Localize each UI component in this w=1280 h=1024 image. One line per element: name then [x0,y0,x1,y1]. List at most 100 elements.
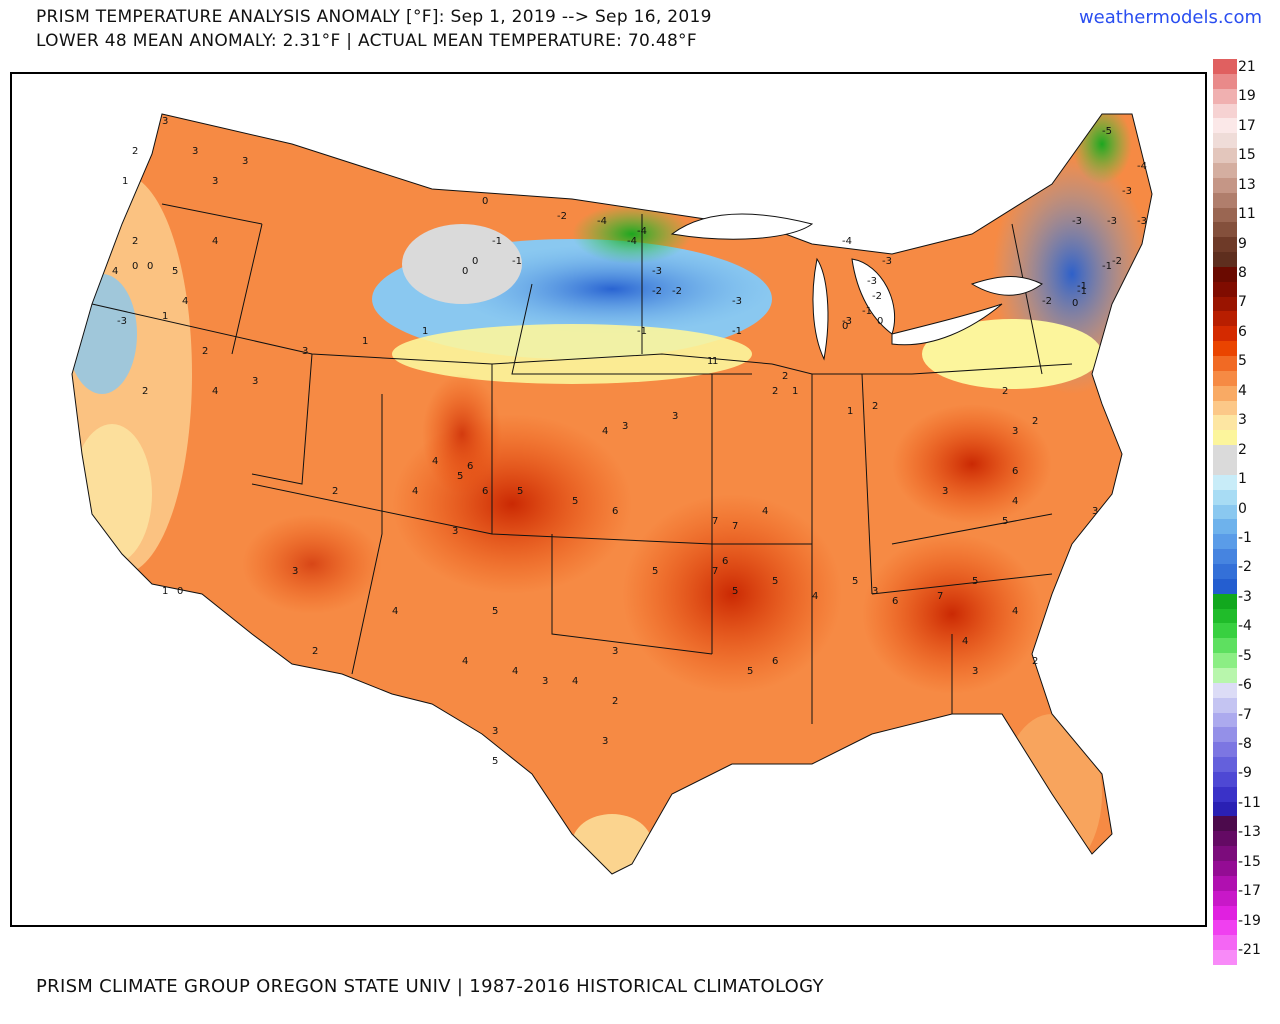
legend-swatch [1213,474,1237,491]
anomaly-value-label: 4 [512,666,518,677]
anomaly-map: 3 2 1 3 3 3 4 5 2 4 4 0 0 1 2 -3 2 1 0 4 3 3 1 1 0 0 -1 -1 0 -2 -4 -4 -2… [10,72,1207,927]
anomaly-value-label: 1 [712,356,718,367]
anomaly-value-label: 2 [142,386,148,397]
anomaly-value-label: 5 [492,756,498,767]
anomaly-value-label: 3 [622,421,628,432]
anomaly-value-label: -2 [1042,296,1052,307]
legend-swatch [1213,831,1237,847]
anomaly-value-label: 6 [892,596,898,607]
anomaly-value-label: 7 [732,521,738,532]
anomaly-value-label: -3 [732,296,742,307]
legend-tick-label: 11 [1238,206,1256,223]
anomaly-value-label: 0 [132,261,138,272]
anomaly-value-label: 3 [612,646,618,657]
legend-swatch [1213,653,1237,669]
anomaly-value-label: 1 [122,176,128,187]
anomaly-value-label: 0 [472,256,478,267]
anomaly-value-label: 1 [422,326,428,337]
legend-swatch [1213,682,1237,699]
legend-swatch [1213,400,1237,416]
anomaly-value-label: 1 [792,386,798,397]
anomaly-value-label: -3 [117,316,127,327]
anomaly-value-label: 2 [612,696,618,707]
legend-tick-label: -15 [1238,853,1261,870]
anomaly-value-label: 3 [212,176,218,187]
legend-swatch [1213,549,1237,565]
anomaly-value-label: 2 [1032,656,1038,667]
anomaly-value-label: 5 [492,606,498,617]
legend-tick-label: 8 [1238,265,1247,282]
legend-swatch [1213,356,1237,372]
anomaly-value-label: 2 [132,146,138,157]
legend-swatch [1213,415,1237,431]
anomaly-value-label: 0 [877,316,883,327]
legend-swatch [1213,593,1237,610]
legend-swatch [1213,148,1237,164]
legend-tick-label: 3 [1238,412,1247,429]
legend-swatch [1213,370,1237,387]
anomaly-value-label: -1 [1077,281,1087,292]
anomaly-value-label: -2 [652,286,662,297]
anomaly-value-label: 3 [672,411,678,422]
anomaly-value-label: 3 [242,156,248,167]
anomaly-value-label: -3 [652,266,662,277]
anomaly-value-label: 3 [542,676,548,687]
anomaly-value-label: 7 [937,591,943,602]
legend-tick-label: 13 [1238,176,1256,193]
anomaly-value-label: 0 [462,266,468,277]
anomaly-value-label: 1 [162,586,168,597]
legend-tick-label: -2 [1238,559,1252,576]
legend-tick-label: 0 [1238,500,1247,517]
legend-tick-label: -3 [1238,588,1252,605]
legend-tick-label: 6 [1238,323,1247,340]
anomaly-value-label: 3 [872,586,878,597]
legend-swatch [1213,296,1237,312]
legend-swatch [1213,935,1237,951]
legend-swatch [1213,519,1237,535]
anomaly-value-label: -3 [867,276,877,287]
legend-swatch [1213,816,1237,832]
anomaly-value-label: 2 [202,346,208,357]
anomaly-value-label: 3 [1092,506,1098,517]
brand-link[interactable]: weathermodels.com [1078,7,1262,28]
anomaly-value-label: -1 [732,326,742,337]
footer-credit: PRISM CLIMATE GROUP OREGON STATE UNIV | … [36,976,824,997]
anomaly-value-label: -1 [1077,286,1087,297]
legend-tick-label: -17 [1238,883,1261,900]
anomaly-value-label: -5 [1102,126,1112,137]
anomaly-value-label: 5 [747,666,753,677]
legend-tick-label: -8 [1238,735,1252,752]
anomaly-value-label: 6 [772,656,778,667]
legend-swatch [1213,786,1237,803]
legend-swatch [1213,237,1237,253]
legend-swatch [1213,445,1237,461]
anomaly-value-label: 4 [572,676,578,687]
legend-swatch [1213,326,1237,342]
legend-swatch [1213,608,1237,624]
legend-swatch [1213,757,1237,773]
anomaly-value-label: 3 [492,726,498,737]
anomaly-value-label: 2 [312,646,318,657]
anomaly-value-label: -2 [1112,256,1122,267]
anomaly-value-label: 3 [292,566,298,577]
legend-swatch [1213,489,1237,506]
anomaly-value-label: 4 [412,486,418,497]
legend-swatch [1213,771,1237,788]
legend-tick-label: -1 [1238,529,1252,546]
legend-tick-label: 1 [1238,471,1247,488]
legend-swatch [1213,846,1237,862]
anomaly-value-label: -3 [1122,186,1132,197]
legend-tick-label: 7 [1238,294,1247,311]
legend-tick-label: 21 [1238,59,1256,75]
anomaly-value-label: -3 [1137,216,1147,227]
anomaly-value-label: 5 [732,586,738,597]
color-legend [1213,59,1237,966]
legend-tick-label: -6 [1238,677,1252,694]
legend-swatch [1213,875,1237,892]
anomaly-value-label: -2 [672,286,682,297]
legend-tick-label: 15 [1238,147,1256,164]
anomaly-value-label: -4 [637,226,647,237]
anomaly-value-label: 3 [192,146,198,157]
anomaly-value-label: -3 [882,256,892,267]
anomaly-value-label: 5 [572,496,578,507]
